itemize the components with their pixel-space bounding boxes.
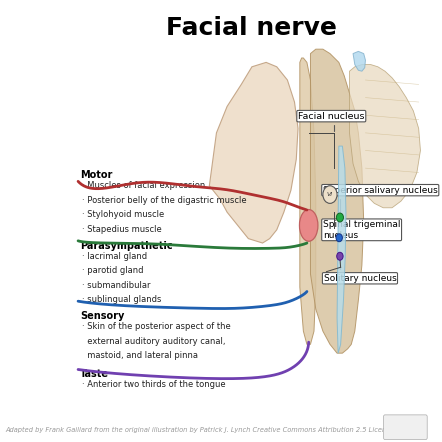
- Text: · Stylohyoid muscle: · Stylohyoid muscle: [82, 210, 164, 219]
- Text: · Muscles of facial expression: · Muscles of facial expression: [82, 181, 205, 191]
- Polygon shape: [337, 146, 346, 353]
- Polygon shape: [353, 51, 366, 71]
- Text: Adapted by Frank Gaillard from the original illustration by Patrick J. Lynch Cre: Adapted by Frank Gaillard from the origi…: [5, 427, 413, 433]
- Circle shape: [336, 234, 343, 242]
- Text: Motor: Motor: [80, 170, 112, 180]
- Text: Superior salivary nucleus: Superior salivary nucleus: [323, 186, 438, 216]
- Text: Solitary nucleus: Solitary nucleus: [324, 260, 396, 283]
- Text: · Posterior belly of the digastric muscle: · Posterior belly of the digastric muscl…: [82, 196, 246, 205]
- Text: · lacrimal gland: · lacrimal gland: [82, 252, 147, 261]
- Polygon shape: [300, 58, 316, 344]
- Text: Parasympathetic: Parasympathetic: [80, 241, 172, 251]
- Text: · Stapedius muscle: · Stapedius muscle: [82, 225, 161, 234]
- Text: mastoid, and lateral pinna: mastoid, and lateral pinna: [82, 351, 198, 360]
- Text: · parotid gland: · parotid gland: [82, 267, 143, 275]
- Text: ©®: ©®: [398, 423, 413, 432]
- Polygon shape: [210, 62, 298, 243]
- Text: external auditory auditory canal,: external auditory auditory canal,: [82, 337, 225, 346]
- Text: · Skin of the posterior aspect of the: · Skin of the posterior aspect of the: [82, 322, 230, 332]
- Ellipse shape: [300, 210, 318, 241]
- Polygon shape: [310, 49, 364, 353]
- Text: VI: VI: [327, 192, 333, 197]
- Text: Taste: Taste: [80, 370, 109, 380]
- Text: · submandibular: · submandibular: [82, 281, 150, 290]
- Text: Facial nucleus: Facial nucleus: [298, 112, 365, 131]
- Text: Sensory: Sensory: [80, 311, 124, 321]
- Text: · Anterior two thirds of the tongue: · Anterior two thirds of the tongue: [82, 380, 225, 389]
- Text: Spinal trigeminal
nucleus: Spinal trigeminal nucleus: [323, 220, 400, 240]
- FancyBboxPatch shape: [384, 415, 427, 439]
- Text: Facial nerve: Facial nerve: [167, 16, 337, 40]
- Text: · sublingual glands: · sublingual glands: [82, 295, 161, 305]
- Circle shape: [323, 186, 337, 203]
- Polygon shape: [350, 65, 420, 208]
- Circle shape: [337, 252, 343, 260]
- Circle shape: [336, 213, 343, 222]
